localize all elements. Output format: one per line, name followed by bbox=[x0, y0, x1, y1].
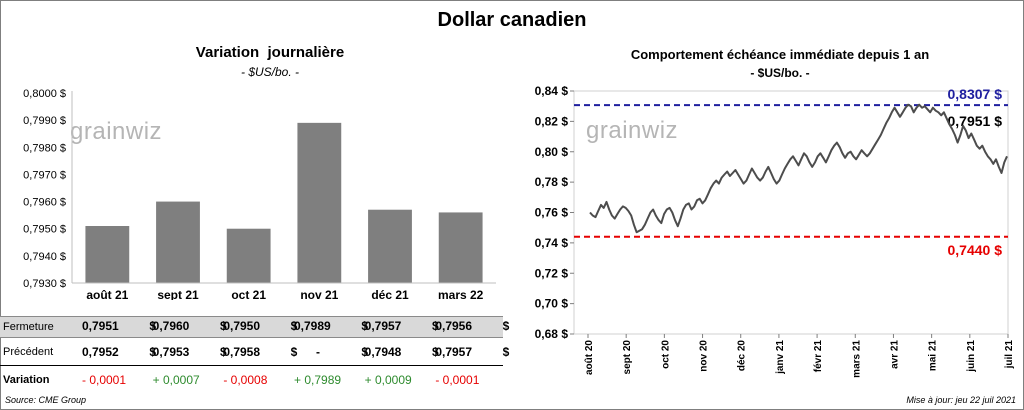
table-cell-currency: $ bbox=[219, 319, 227, 333]
min-value-label: 0,7440 $ bbox=[948, 242, 1003, 258]
bar-chart-subtitle: - $US/bo. - bbox=[240, 65, 300, 79]
table-cell-currency: $ bbox=[361, 345, 368, 359]
table-cell-value: + 0,0009 bbox=[364, 373, 412, 387]
bar-y-tick-label: 0,7960 $ bbox=[23, 197, 66, 209]
table-cell-value: + 0,0007 bbox=[152, 373, 200, 387]
bar-chart: 0,7930 $ 0,7940 $ 0,7950 $ 0,7960 $ 0,7970 $… bbox=[23, 88, 496, 300]
table-cell-currency: $ bbox=[502, 345, 510, 359]
bar-chart-title: Variation journalière bbox=[195, 44, 345, 61]
table-row-fermeture: Fermeture bbox=[0, 316, 503, 338]
table-cell-value: 0,7950 bbox=[223, 319, 261, 333]
bar-y-tick-label: 0,7980 $ bbox=[23, 142, 66, 154]
line-y-tick-label: 0,72 $ bbox=[535, 266, 569, 280]
table-row-variation: Variation bbox=[0, 370, 503, 390]
bar bbox=[156, 201, 200, 283]
grainwiz-watermark-right: grainwiz bbox=[586, 117, 679, 144]
bar-y-tick-label: 0,8000 $ bbox=[23, 88, 66, 100]
line-x-tick-label: déc 20 bbox=[737, 340, 748, 372]
table-cell-value: 0,7957 bbox=[435, 345, 473, 359]
table-cell-value: 0,7952 bbox=[82, 345, 119, 359]
line-x-tick-label: mai 21 bbox=[928, 340, 939, 372]
line-x-tick-label: mars 21 bbox=[851, 340, 862, 378]
bar-x-tick-label: nov 21 bbox=[300, 288, 338, 300]
table-cell-value: 0,7953 bbox=[152, 345, 190, 359]
table-cell-currency: $ bbox=[290, 319, 298, 333]
bar-y-tick-label: 0,7950 $ bbox=[23, 224, 66, 236]
bar bbox=[226, 228, 271, 283]
price-series-line bbox=[589, 103, 1008, 234]
table-cell-currency: $ bbox=[219, 345, 227, 359]
line-y-tick-label: 0,74 $ bbox=[535, 236, 569, 250]
table-cell-value: - 0,0001 bbox=[435, 373, 480, 387]
update-note: Mise à jour: jeu 22 juil 2021 bbox=[906, 395, 1016, 405]
bar bbox=[297, 122, 342, 283]
row-label-precedent: Précédent bbox=[3, 346, 54, 358]
line-y-tick-label: 0,78 $ bbox=[535, 175, 569, 189]
table-divider bbox=[0, 365, 503, 366]
table-cell-currency: $ bbox=[290, 345, 298, 359]
table-cell-value: 0,7951 bbox=[82, 319, 119, 333]
table-cell-value: - 0,0001 bbox=[82, 373, 127, 387]
line-y-tick-label: 0,76 $ bbox=[535, 206, 569, 220]
table-cell-value: 0,7948 bbox=[364, 345, 402, 359]
bar-x-tick-label: déc 21 bbox=[371, 288, 409, 300]
table-cell-value: 0,7989 bbox=[294, 319, 331, 333]
line-chart-title: Comportement échéance immédiate depuis 1… bbox=[630, 47, 930, 62]
max-value-label: 0,8307 $ bbox=[948, 86, 1003, 102]
table-cell-value: 0,7957 bbox=[364, 319, 402, 333]
line-chart-subtitle: - $US/bo. - bbox=[750, 66, 810, 80]
line-x-tick-label: oct 20 bbox=[660, 340, 671, 369]
bar bbox=[368, 209, 412, 283]
table-cell-currency: $ bbox=[431, 319, 439, 333]
line-y-tick-label: 0,80 $ bbox=[535, 145, 569, 159]
line-y-tick-label: 0,84 $ bbox=[535, 84, 569, 98]
bar-y-tick-label: 0,7930 $ bbox=[23, 278, 66, 290]
table-cell-currency: $ bbox=[149, 319, 156, 333]
table-cell-value: - 0,0008 bbox=[223, 373, 268, 387]
table-cell-value: 0,7960 bbox=[152, 319, 190, 333]
line-x-tick-label: avr 21 bbox=[889, 340, 900, 369]
bar-x-tick-label: oct 21 bbox=[231, 288, 266, 300]
table-cell-currency: $ bbox=[149, 345, 156, 359]
line-x-tick-label: août 20 bbox=[584, 340, 595, 375]
line-y-tick-label: 0,82 $ bbox=[535, 114, 569, 128]
line-x-tick-label: sept 20 bbox=[622, 340, 633, 375]
bar bbox=[85, 226, 130, 283]
bar-x-tick-label: août 21 bbox=[86, 288, 128, 300]
bar-y-tick-label: 0,7990 $ bbox=[23, 115, 66, 127]
table-cell-value: 0,7958 bbox=[223, 345, 261, 359]
bar-y-tick-label: 0,7970 $ bbox=[23, 169, 66, 181]
line-plot-area bbox=[573, 90, 1009, 335]
bar-x-tick-label: mars 22 bbox=[438, 288, 484, 300]
table-cell-currency: $ bbox=[361, 319, 368, 333]
row-label-variation: Variation bbox=[3, 374, 50, 386]
main-title: Dollar canadien bbox=[437, 9, 587, 31]
bar-x-tick-label: sept 21 bbox=[157, 288, 199, 300]
grainwiz-watermark-left: grainwiz bbox=[70, 118, 163, 145]
bar-y-tick-label: 0,7940 $ bbox=[23, 251, 66, 263]
line-x-tick-label: janv 21 bbox=[775, 340, 786, 375]
line-x-tick-label: juil 21 bbox=[1004, 340, 1015, 370]
line-y-tick-label: 0,70 $ bbox=[535, 297, 569, 311]
row-label-fermeture: Fermeture bbox=[3, 321, 54, 333]
table-cell-currency: $ bbox=[431, 345, 439, 359]
bar bbox=[438, 212, 483, 283]
table-row-precedent: Précédent bbox=[0, 342, 503, 362]
source-note: Source: CME Group bbox=[5, 395, 87, 405]
table-cell-value: + 0,7989 bbox=[294, 373, 342, 387]
table-cell-value: - bbox=[316, 345, 320, 359]
line-x-tick-label: nov 20 bbox=[699, 340, 710, 372]
line-x-tick-label: juin 21 bbox=[966, 340, 977, 373]
table-cell-currency: $ bbox=[502, 319, 510, 333]
line-y-tick-label: 0,68 $ bbox=[535, 327, 569, 341]
line-x-tick-label: févr 21 bbox=[813, 340, 824, 373]
table-cell-value: 0,7956 bbox=[435, 319, 473, 333]
last-value-label: 0,7951 $ bbox=[948, 113, 1003, 129]
